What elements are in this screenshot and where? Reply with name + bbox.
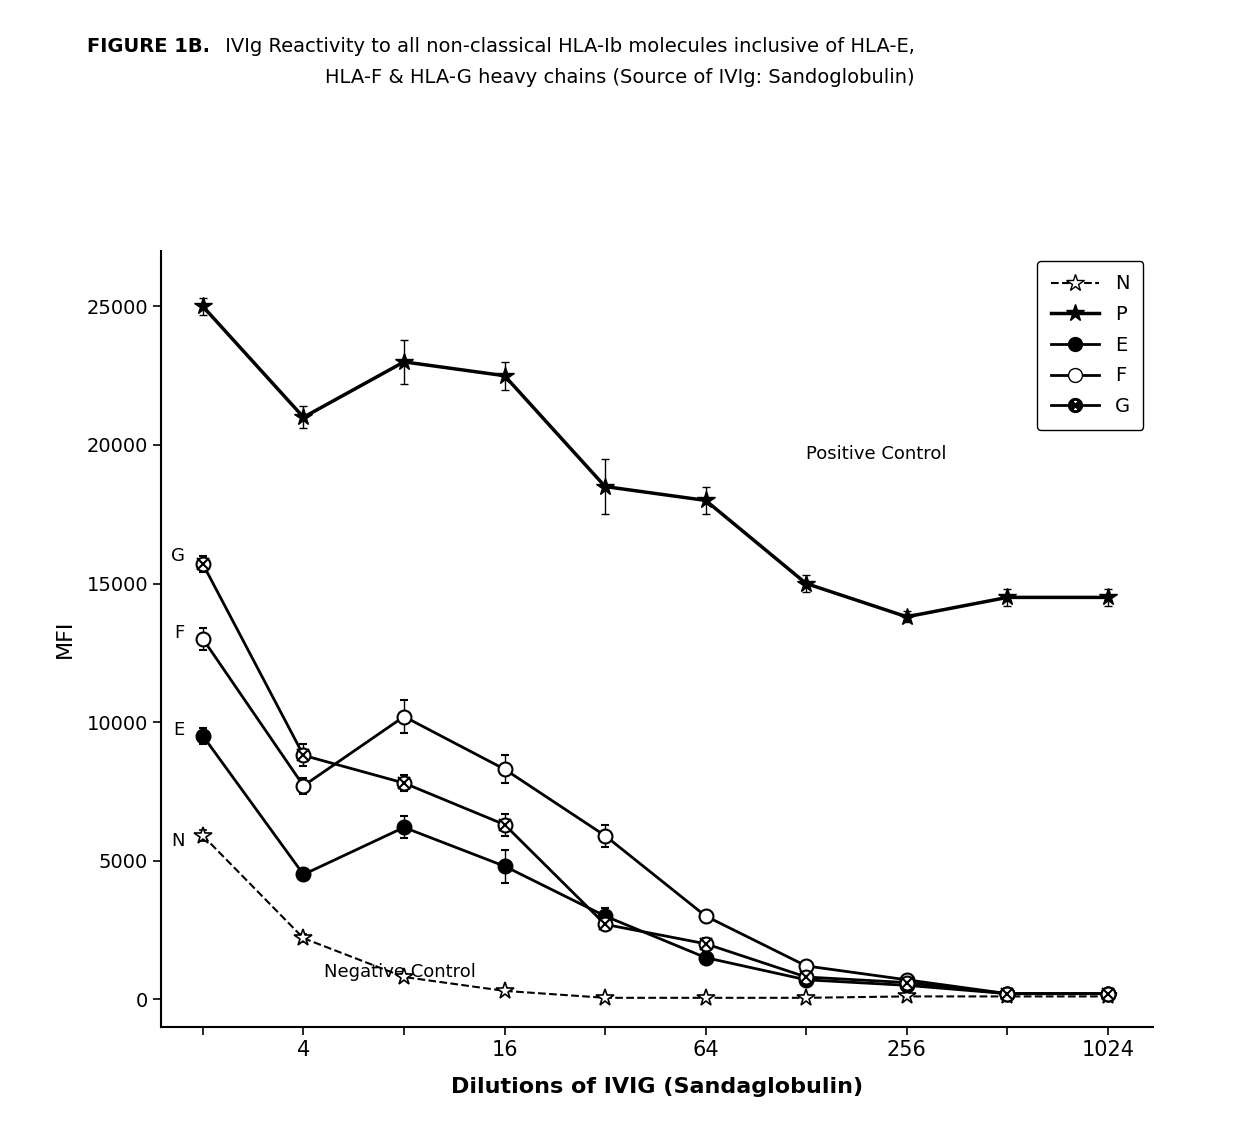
Text: G: G xyxy=(171,547,185,565)
Legend: N, P, E, F, G: N, P, E, F, G xyxy=(1037,261,1143,430)
Text: Positive Control: Positive Control xyxy=(806,445,946,463)
Text: HLA-F & HLA-G heavy chains (Source of IVIg: Sandoglobulin): HLA-F & HLA-G heavy chains (Source of IV… xyxy=(325,68,915,88)
Text: Negative Control: Negative Control xyxy=(324,963,475,981)
X-axis label: Dilutions of IVIG (Sandaglobulin): Dilutions of IVIG (Sandaglobulin) xyxy=(451,1077,863,1097)
Text: N: N xyxy=(171,832,185,850)
Text: IVIg Reactivity to all non-classical HLA-Ib molecules inclusive of HLA-E,: IVIg Reactivity to all non-classical HLA… xyxy=(219,37,915,56)
Text: FIGURE 1B.: FIGURE 1B. xyxy=(87,37,210,56)
Text: E: E xyxy=(174,721,185,739)
Text: F: F xyxy=(175,624,185,642)
Y-axis label: MFI: MFI xyxy=(56,620,76,658)
